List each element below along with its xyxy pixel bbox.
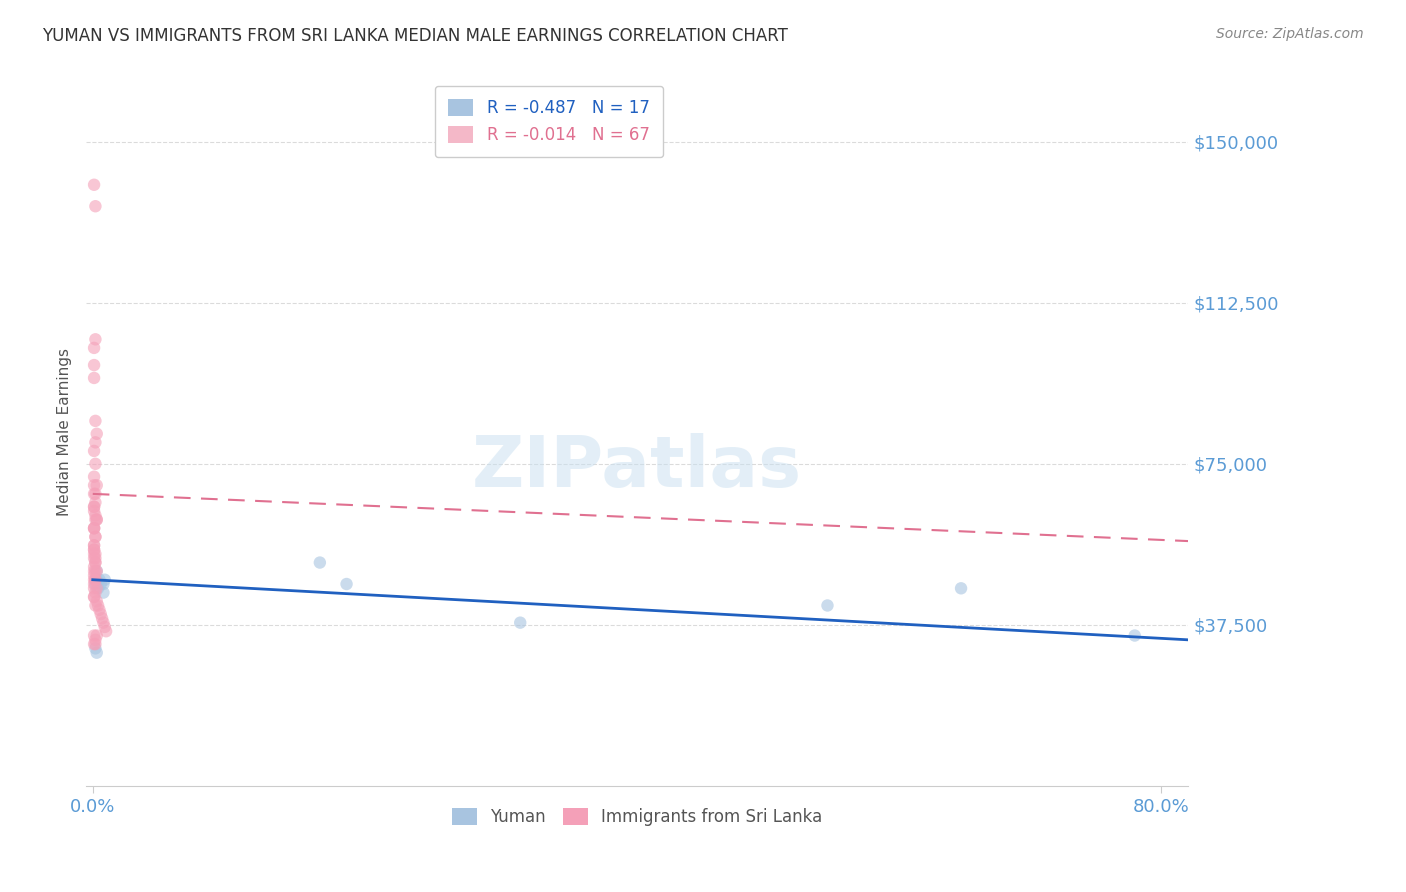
Point: [84, 487, 107, 501]
Point: [83, 444, 105, 458]
Point: [509, 615, 531, 630]
Point: [1123, 628, 1146, 642]
Point: [86, 564, 108, 578]
Point: [83, 371, 105, 385]
Point: [89, 603, 111, 617]
Point: [83, 538, 105, 552]
Point: [83, 564, 105, 578]
Point: [83, 358, 105, 372]
Point: [90, 577, 112, 591]
Point: [84, 599, 107, 613]
Point: [86, 573, 108, 587]
Point: [84, 573, 107, 587]
Point: [83, 521, 105, 535]
Point: [84, 495, 107, 509]
Point: [86, 628, 108, 642]
Point: [84, 564, 107, 578]
Point: [84, 632, 107, 647]
Point: [83, 547, 105, 561]
Point: [84, 551, 107, 566]
Point: [86, 513, 108, 527]
Point: [84, 556, 107, 570]
Point: [308, 556, 330, 570]
Point: [86, 513, 108, 527]
Point: [83, 568, 105, 582]
Point: [335, 577, 357, 591]
Point: [83, 469, 105, 483]
Point: [94, 573, 117, 587]
Point: [90, 607, 112, 621]
Text: YUMAN VS IMMIGRANTS FROM SRI LANKA MEDIAN MALE EARNINGS CORRELATION CHART: YUMAN VS IMMIGRANTS FROM SRI LANKA MEDIA…: [42, 27, 787, 45]
Point: [86, 478, 108, 492]
Text: ZIPatlas: ZIPatlas: [472, 433, 803, 501]
Point: [94, 620, 117, 634]
Point: [84, 513, 107, 527]
Point: [93, 577, 115, 591]
Point: [83, 478, 105, 492]
Point: [86, 582, 108, 596]
Point: [83, 628, 105, 642]
Legend: Yuman, Immigrants from Sri Lanka: Yuman, Immigrants from Sri Lanka: [444, 799, 831, 834]
Point: [89, 573, 111, 587]
Point: [83, 341, 105, 355]
Point: [83, 538, 105, 552]
Point: [84, 508, 107, 523]
Point: [83, 573, 105, 587]
Point: [84, 585, 107, 599]
Point: [83, 542, 105, 557]
Point: [84, 637, 107, 651]
Point: [83, 582, 105, 596]
Point: [83, 500, 105, 514]
Point: [83, 551, 105, 566]
Point: [83, 521, 105, 535]
Point: [93, 585, 115, 599]
Point: [87, 582, 110, 596]
Point: [83, 542, 105, 557]
Point: [94, 624, 117, 639]
Point: [84, 573, 107, 587]
Point: [817, 599, 839, 613]
Point: [84, 556, 107, 570]
Point: [83, 590, 105, 604]
Text: Source: ZipAtlas.com: Source: ZipAtlas.com: [1216, 27, 1364, 41]
Point: [86, 594, 108, 608]
Point: [84, 414, 107, 428]
Point: [86, 646, 108, 660]
Point: [83, 590, 105, 604]
Point: [83, 577, 105, 591]
Point: [84, 547, 107, 561]
Point: [83, 521, 105, 535]
Point: [84, 641, 107, 656]
Point: [84, 457, 107, 471]
Point: [83, 487, 105, 501]
Point: [83, 504, 105, 518]
Point: [84, 530, 107, 544]
Point: [86, 426, 108, 441]
Point: [83, 178, 105, 192]
Point: [950, 582, 973, 596]
Point: [91, 611, 114, 625]
Point: [93, 615, 115, 630]
Point: [84, 199, 107, 213]
Point: [84, 530, 107, 544]
Point: [84, 332, 107, 346]
Point: [83, 500, 105, 514]
Point: [83, 637, 105, 651]
Point: [87, 599, 110, 613]
Y-axis label: Median Male Earnings: Median Male Earnings: [58, 348, 72, 516]
Point: [86, 564, 108, 578]
Point: [83, 559, 105, 574]
Point: [84, 435, 107, 450]
Point: [84, 577, 107, 591]
